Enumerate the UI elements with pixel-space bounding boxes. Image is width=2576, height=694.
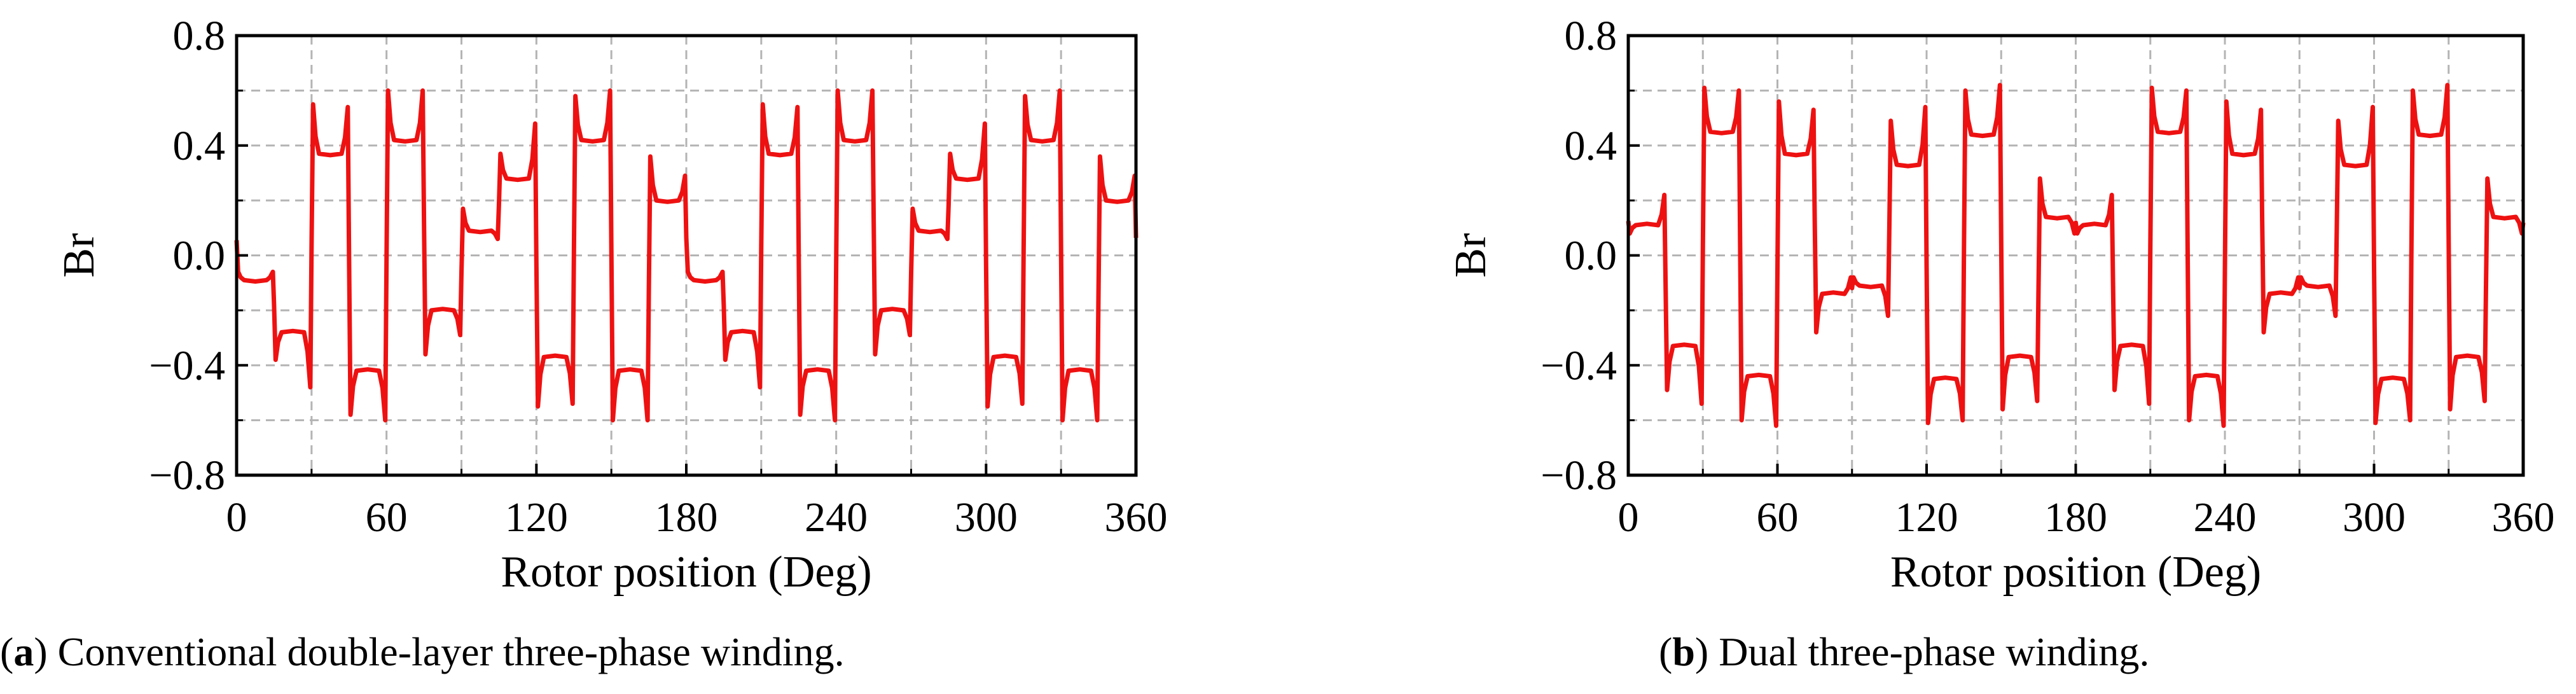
y-tick-label: 0.8 bbox=[1565, 13, 1617, 59]
x-tick-label: 180 bbox=[655, 494, 718, 541]
y-axis-label-a: Br bbox=[55, 233, 104, 278]
y-tick-label: −0.4 bbox=[1541, 342, 1617, 389]
x-tick-label: 360 bbox=[1105, 494, 1168, 541]
y-tick-label: −0.4 bbox=[149, 342, 225, 389]
x-tick-label: 180 bbox=[2044, 494, 2107, 541]
y-axis-label-b: Br bbox=[1446, 233, 1495, 278]
chart-panel-b: 0 60 120 180 240 300 360 −0.8 −0.4 0.0 0.4 0.8 Rotor… bbox=[1446, 13, 2555, 597]
caption-a: (a) Conventional double-layer three-phas… bbox=[0, 629, 845, 674]
y-tick-label: 0.4 bbox=[173, 123, 226, 169]
x-tick-label: 300 bbox=[955, 494, 1018, 541]
x-tick-label: 240 bbox=[2194, 494, 2257, 541]
x-tick-label: 360 bbox=[2492, 494, 2555, 541]
y-tick-label: 0.4 bbox=[1565, 123, 1617, 169]
y-tick-label: −0.8 bbox=[1541, 452, 1617, 499]
ticks-b: 0 60 120 180 240 300 360 −0.8 −0.4 0.0 0.4 0.8 bbox=[1541, 13, 2554, 541]
y-tick-label: 0.0 bbox=[1565, 233, 1617, 279]
chart-panel-a: 0 60 120 180 240 300 360 −0.8 −0.4 0.0 0.4 0.8 Rotor… bbox=[55, 13, 1168, 597]
y-tick-label: 0.0 bbox=[173, 233, 226, 279]
y-tick-label: −0.8 bbox=[149, 452, 225, 499]
x-axis-label-a: Rotor position (Deg) bbox=[501, 548, 871, 597]
x-tick-label: 120 bbox=[505, 494, 568, 541]
series-line-br-a bbox=[234, 88, 1139, 423]
x-tick-label: 300 bbox=[2343, 494, 2406, 541]
x-tick-label: 60 bbox=[1757, 494, 1799, 541]
x-tick-label: 60 bbox=[366, 494, 408, 541]
x-tick-label: 0 bbox=[1618, 494, 1639, 541]
grid-b bbox=[1628, 36, 2523, 475]
x-axis-label-b: Rotor position (Deg) bbox=[1890, 548, 2261, 597]
series-line-br-b bbox=[1626, 83, 2526, 428]
x-tick-label: 240 bbox=[805, 494, 868, 541]
ticks-a: 0 60 120 180 240 300 360 −0.8 −0.4 0.0 0.4 0.8 bbox=[149, 13, 1167, 541]
x-tick-label: 0 bbox=[226, 494, 247, 541]
caption-b: (b) Dual three-phase winding. bbox=[1659, 629, 2150, 674]
x-tick-label: 120 bbox=[1895, 494, 1958, 541]
y-tick-label: 0.8 bbox=[173, 13, 226, 59]
